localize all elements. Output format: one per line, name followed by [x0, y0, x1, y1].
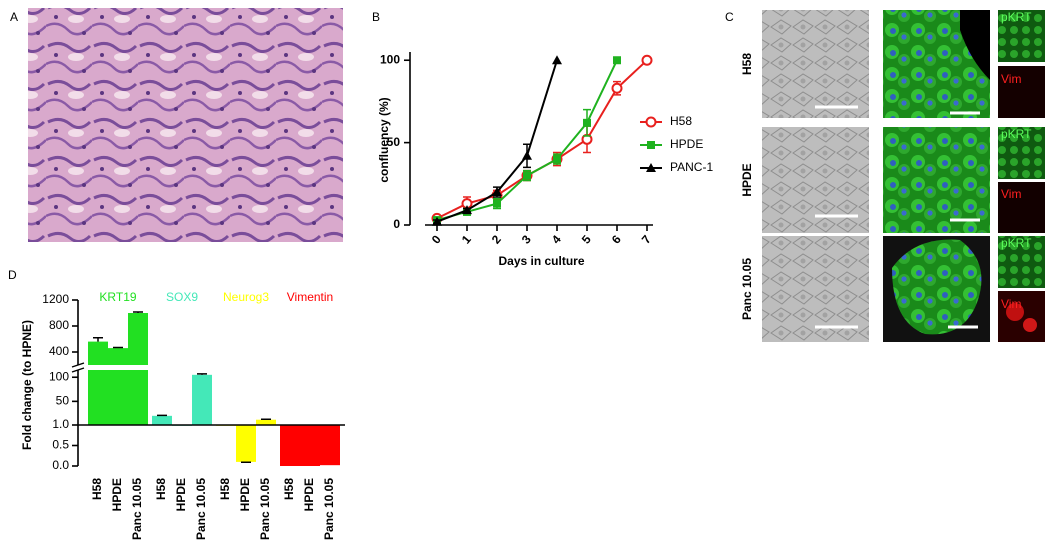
axis-break: [70, 365, 345, 370]
x-tick-label: Panc 10.05: [130, 478, 144, 540]
row-label: H58: [740, 53, 754, 75]
x-tick-label: H58: [154, 478, 168, 500]
legend-marker: [646, 163, 656, 172]
marker: [611, 82, 623, 94]
inset: [998, 127, 1045, 179]
inset: [998, 10, 1045, 62]
x-tick-label: 0: [429, 232, 444, 246]
bar: [88, 341, 108, 425]
x-tick-label: Panc 10.05: [258, 478, 272, 540]
bar: [152, 415, 172, 425]
y-tick-label: 400: [49, 344, 69, 358]
x-tick-label: 2: [489, 232, 504, 246]
marker: [613, 56, 621, 65]
legend-label: PANC-1: [670, 160, 713, 174]
marker: [583, 118, 591, 127]
inset: [998, 66, 1045, 118]
marker: [493, 199, 501, 208]
marker: [462, 205, 472, 215]
x-tick-label: Panc 10.05: [194, 478, 208, 540]
stain-label: pKRT: [1001, 236, 1032, 250]
legend-label: HPDE: [670, 137, 703, 151]
x-tick-label: HPDE: [238, 478, 252, 511]
x-tick-label: 1: [459, 232, 474, 246]
phase-image: [762, 236, 869, 342]
x-axis-title: Days in culture: [498, 254, 584, 268]
panel-label: D: [8, 268, 17, 282]
x-tick-label: 3: [519, 232, 534, 246]
histology-image: [28, 8, 343, 242]
y-tick-label: 800: [49, 318, 69, 332]
marker: [553, 155, 561, 164]
y-axis-title: confluency (%): [377, 97, 391, 182]
legend-marker: [647, 141, 655, 149]
error-bar: [113, 346, 123, 349]
stain-label: Vim: [1001, 72, 1021, 86]
y-tick-label: 0.5: [52, 438, 69, 452]
inset: [998, 236, 1045, 288]
panel-label: C: [725, 10, 734, 24]
y-tick-label: 0: [393, 217, 400, 231]
x-tick-label: HPDE: [110, 478, 124, 511]
y-tick-label: 100: [380, 52, 400, 66]
x-tick-label: 4: [549, 232, 564, 246]
stain-label: Vim: [1001, 187, 1021, 201]
y-tick-label: 1200: [42, 292, 69, 306]
background: [960, 10, 990, 80]
legend-label: H58: [670, 114, 692, 128]
y-tick-label: 100: [49, 369, 69, 383]
inset-signal: [1006, 303, 1024, 321]
bar: [300, 425, 320, 466]
bar: [320, 425, 340, 466]
y-tick-label: 50: [387, 135, 401, 149]
x-tick-label: H58: [90, 478, 104, 500]
stain-label: Vim: [1001, 297, 1021, 311]
marker: [641, 54, 653, 66]
y-tick-label: 50: [56, 394, 70, 408]
marker: [552, 55, 562, 65]
legend-marker: [645, 116, 657, 128]
x-tick-label: HPDE: [302, 478, 316, 511]
group-label: KRT19: [99, 290, 136, 304]
marker: [522, 150, 532, 160]
row-label: HPDE: [740, 163, 754, 196]
x-tick-label: 5: [579, 232, 594, 246]
stain-label: pKRT: [1001, 127, 1032, 141]
marker: [523, 171, 531, 180]
phase-image: [762, 10, 869, 118]
x-tick-label: 7: [639, 232, 654, 246]
group-label: Neurog3: [223, 290, 269, 304]
error-bar: [93, 336, 103, 342]
break-mark: [71, 362, 85, 373]
inset-signal: [1023, 318, 1037, 332]
y-tick-label: 0.0: [52, 458, 69, 472]
error-bar: [133, 311, 143, 313]
row-label: Panc 10.05: [740, 258, 754, 320]
inset: [998, 182, 1045, 233]
bar: [108, 348, 128, 425]
group-label: SOX9: [166, 290, 198, 304]
x-tick-label: 6: [609, 232, 624, 246]
fluor-image: [883, 127, 990, 233]
marker: [432, 216, 442, 226]
x-tick-label: Panc 10.05: [322, 478, 336, 540]
marker: [492, 187, 502, 197]
group-label: Vimentin: [287, 290, 333, 304]
y-axis-title: Fold change (to HPNE): [20, 320, 34, 450]
y-tick-label: 1.0: [52, 417, 69, 431]
bar: [280, 425, 300, 466]
panel-label: B: [372, 10, 380, 24]
panel-label: A: [10, 10, 18, 24]
x-tick-label: H58: [218, 478, 232, 500]
bar: [236, 425, 256, 462]
error-bar: [197, 373, 207, 375]
x-tick-label: HPDE: [174, 478, 188, 511]
stain-label: pKRT: [1001, 10, 1032, 24]
bar: [256, 419, 276, 425]
panel-c-images: [762, 10, 1045, 342]
x-tick-label: H58: [282, 478, 296, 500]
colony: [892, 239, 982, 335]
bar: [192, 374, 212, 425]
